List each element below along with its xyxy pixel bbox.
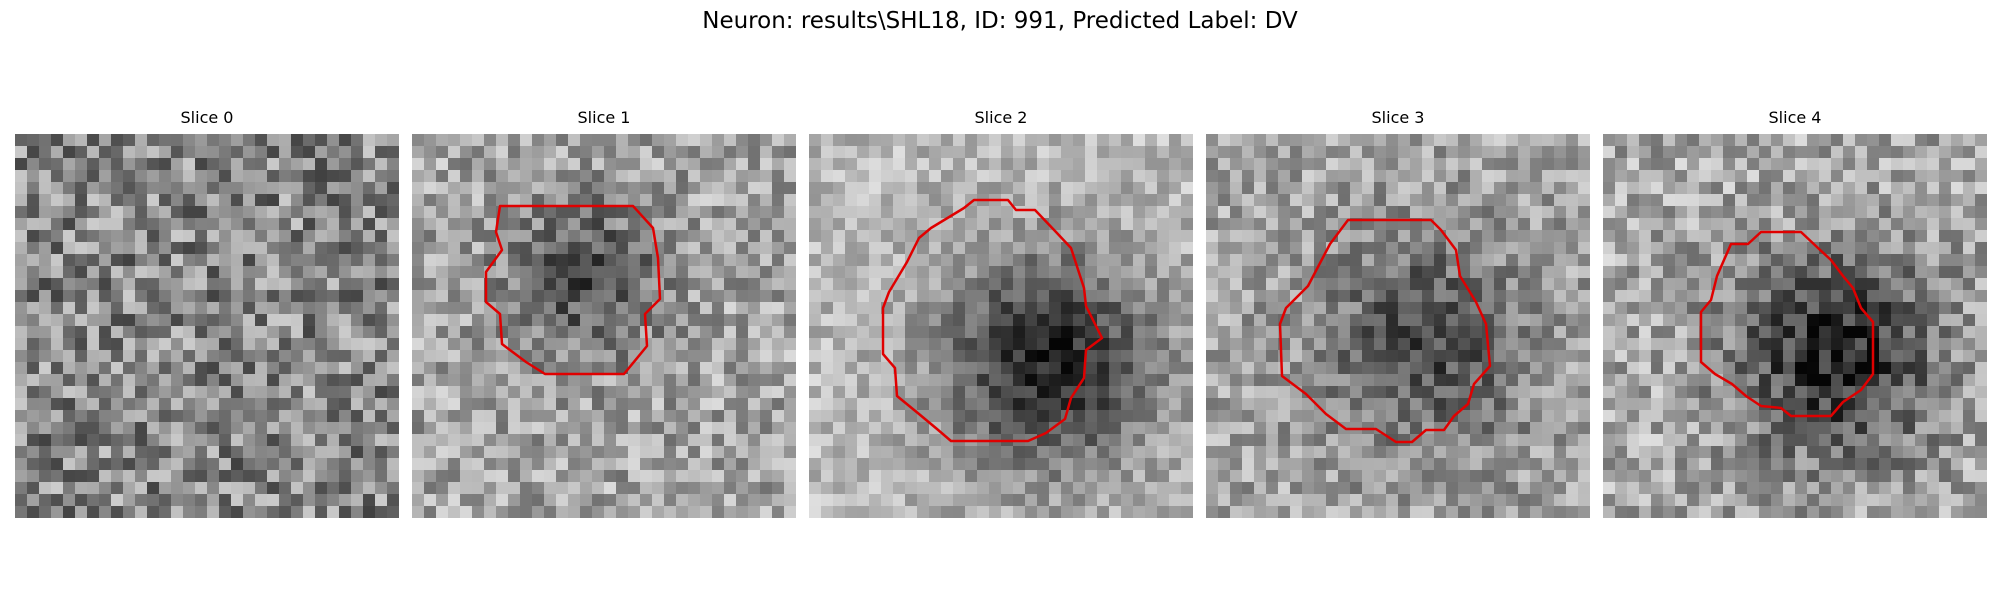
slice-image (1206, 134, 1590, 518)
pixel-grid (809, 134, 1193, 518)
roi-contour (1278, 218, 1492, 444)
pixel-grid (1603, 134, 1987, 518)
slice-title: Slice 3 (1371, 108, 1425, 127)
slice-panel-0: Slice 0 (15, 108, 399, 520)
slice-panel-2: Slice 2 (809, 108, 1193, 520)
figure-title: Neuron: results\SHL18, ID: 991, Predicte… (702, 8, 1298, 34)
slice-title: Slice 1 (577, 108, 631, 127)
slice-panel-3: Slice 3 (1206, 108, 1590, 520)
pixel-grid (15, 134, 399, 518)
roi-contour (1699, 230, 1875, 418)
slice-title: Slice 2 (974, 108, 1028, 127)
slice-image (412, 134, 796, 518)
slice-panel-4: Slice 4 (1603, 108, 1987, 520)
roi-contour (484, 204, 662, 376)
slice-title: Slice 0 (180, 108, 234, 127)
pixel-grid (412, 134, 796, 518)
pixel-grid (1206, 134, 1590, 518)
slice-image (1603, 134, 1987, 518)
slice-image (809, 134, 1193, 518)
slice-image (15, 134, 399, 518)
roi-contour (881, 198, 1104, 443)
slice-panel-1: Slice 1 (412, 108, 796, 520)
slice-title: Slice 4 (1768, 108, 1822, 127)
